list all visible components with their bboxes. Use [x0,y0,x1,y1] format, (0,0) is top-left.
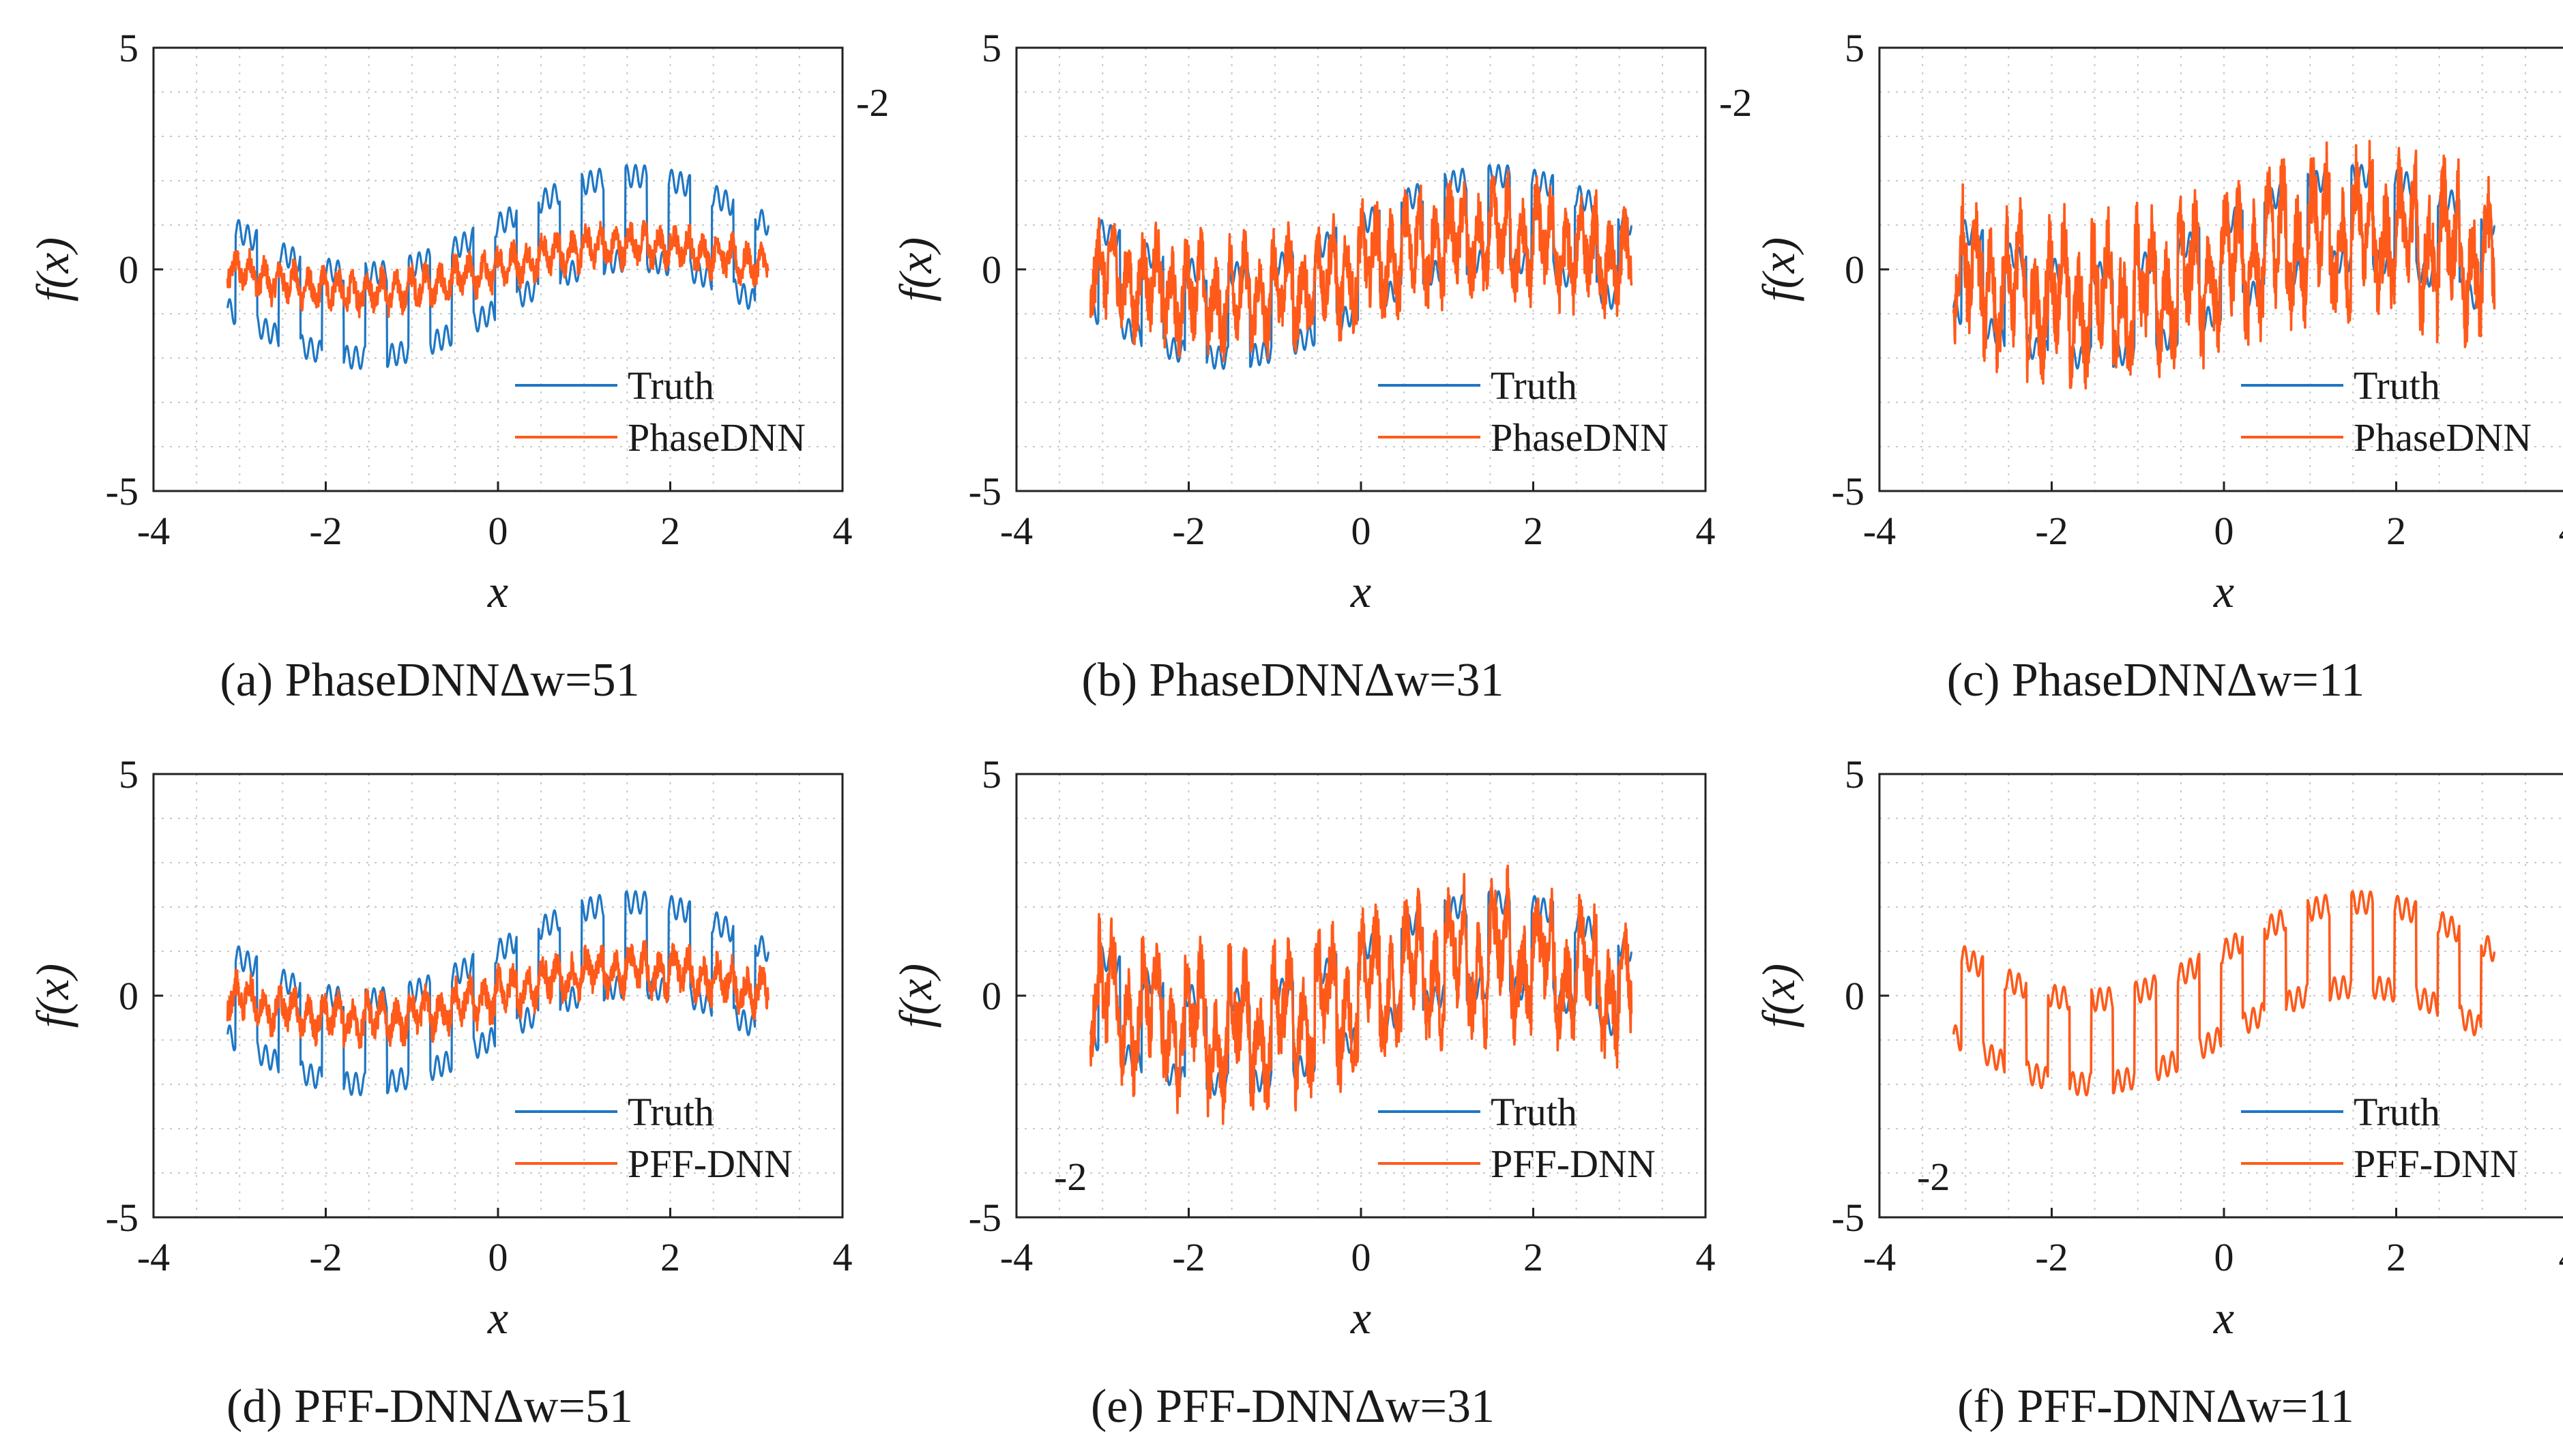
stray-tick-label: -2 [1917,1155,1950,1199]
x-tick-label: -2 [2035,1235,2068,1279]
stray-tick-label: -2 [1719,80,1752,125]
series-line-pff-dnn [226,940,770,1050]
x-tick-label: 0 [2214,1235,2234,1279]
y-tick-label: 0 [982,248,1001,292]
series-line-pff-dnn [1089,864,1633,1125]
y-tick-label: -5 [969,1195,1001,1240]
stray-tick-label: -2 [1054,1155,1087,1199]
panel-caption: (a) PhaseDNNΔw=51 [220,654,639,707]
series-line-pff-dnn [1952,890,2496,1097]
x-tick-label: -4 [1863,509,1896,553]
y-tick-label: 5 [982,752,1001,797]
x-tick-label: 4 [1696,509,1716,553]
y-axis-label: f(x) [890,237,941,301]
x-tick-label: 0 [488,509,508,553]
y-tick-label: 0 [1845,974,1864,1018]
panel-c: -4 -2 0 2 4 5 0 -5 x f(x) Truth PhaseDNN (c) PhaseDN… [1753,26,2563,707]
panel-caption: (c) PhaseDNNΔw=11 [1947,654,2365,707]
y-tick-label: 0 [1845,248,1864,292]
x-tick-label: -4 [1000,509,1033,553]
x-axis-label: x [487,1292,508,1343]
x-tick-label: -2 [309,509,342,553]
panel-b: -4 -2 0 2 4 5 0 -5 x f(x) -2 Truth PhaseDNN (b) Phase… [890,26,1752,707]
panel-caption: (e) PFF-DNNΔw=31 [1091,1380,1495,1433]
panel-caption: (f) PFF-DNNΔw=11 [1957,1380,2354,1433]
x-tick-label: -2 [1172,509,1205,553]
y-axis-label: f(x) [1753,237,1804,301]
panel-e: -4 -2 0 2 4 5 0 -5 x f(x) -2 Truth PFF-DNN (e) PFF-DN… [890,752,1716,1433]
x-tick-label: 0 [2214,509,2234,553]
x-tick-label: 4 [1696,1235,1716,1279]
panel-caption: (d) PFF-DNNΔw=51 [226,1380,633,1433]
x-tick-label: 4 [833,509,853,553]
y-tick-label: 5 [1845,752,1864,797]
series-line-phasednn [1089,169,1633,363]
legend-label: PhaseDNN [628,415,806,460]
x-axis-label: x [487,565,508,617]
panel-caption: (b) PhaseDNNΔw=31 [1081,654,1504,707]
stray-tick-label: -2 [856,80,889,125]
legend-label: PhaseDNN [2354,415,2532,460]
y-tick-label: 5 [982,26,1001,70]
y-tick-label: -5 [969,469,1001,514]
x-tick-label: 4 [2559,1235,2563,1279]
y-axis-label: f(x) [1753,964,1804,1028]
legend-label: Truth [628,363,714,408]
legend-label: Truth [2354,1090,2440,1134]
series-line-phasednn [1952,139,2496,390]
y-tick-label: -5 [106,1195,138,1240]
series-line-truth [226,164,770,370]
x-axis-label: x [1350,1292,1371,1343]
y-tick-label: 0 [982,974,1001,1018]
x-tick-label: 2 [1523,509,1543,553]
x-tick-label: -4 [137,509,170,553]
x-axis-label: x [2213,565,2234,617]
legend-label: Truth [1491,1090,1577,1134]
y-tick-label: 0 [119,974,138,1018]
x-axis-label: x [2213,1292,2234,1343]
x-axis-label: x [1350,565,1371,617]
x-tick-label: 0 [488,1235,508,1279]
y-axis-label: f(x) [27,964,78,1028]
x-tick-label: -2 [309,1235,342,1279]
panel-d: -4 -2 0 2 4 5 0 -5 x f(x) Truth PFF-DNN (d) PFF-DNNΔ… [27,752,853,1433]
panel-a: -4 -2 0 2 4 5 0 -5 x f(x) -2 Truth PhaseDNN (a) Phase… [27,26,889,707]
y-tick-label: 5 [1845,26,1864,70]
x-tick-label: 0 [1351,509,1371,553]
x-tick-label: 2 [660,509,680,553]
legend-label: PhaseDNN [1491,415,1669,460]
x-tick-label: -4 [1863,1235,1896,1279]
y-tick-label: -5 [1832,469,1864,514]
legend-label: PFF-DNN [1491,1142,1656,1186]
legend-label: Truth [628,1090,714,1134]
x-tick-label: 2 [660,1235,680,1279]
x-tick-label: 2 [2386,1235,2406,1279]
x-tick-label: 0 [1351,1235,1371,1279]
x-tick-label: -2 [1172,1235,1205,1279]
y-tick-label: -5 [1832,1195,1864,1240]
x-tick-label: 2 [2386,509,2406,553]
x-tick-label: 4 [2559,509,2563,553]
legend-label: PFF-DNN [628,1142,793,1186]
y-tick-label: -5 [106,469,138,514]
series-line-truth [226,890,770,1097]
y-tick-label: 0 [119,248,138,292]
series-line-phasednn [226,220,770,318]
x-tick-label: -4 [137,1235,170,1279]
x-tick-label: -4 [1000,1235,1033,1279]
y-axis-label: f(x) [27,237,78,301]
y-axis-label: f(x) [890,964,941,1028]
x-tick-label: 4 [833,1235,853,1279]
x-tick-label: -2 [2035,509,2068,553]
legend-label: Truth [2354,363,2440,408]
y-tick-label: 5 [119,26,138,70]
legend-label: PFF-DNN [2354,1142,2519,1186]
x-tick-label: 2 [1523,1235,1543,1279]
panel-f: -4 -2 0 2 4 5 0 -5 x f(x) -2 Truth PFF-DNN (f) PFF-DN… [1753,752,2563,1433]
y-tick-label: 5 [119,752,138,797]
legend-label: Truth [1491,363,1577,408]
